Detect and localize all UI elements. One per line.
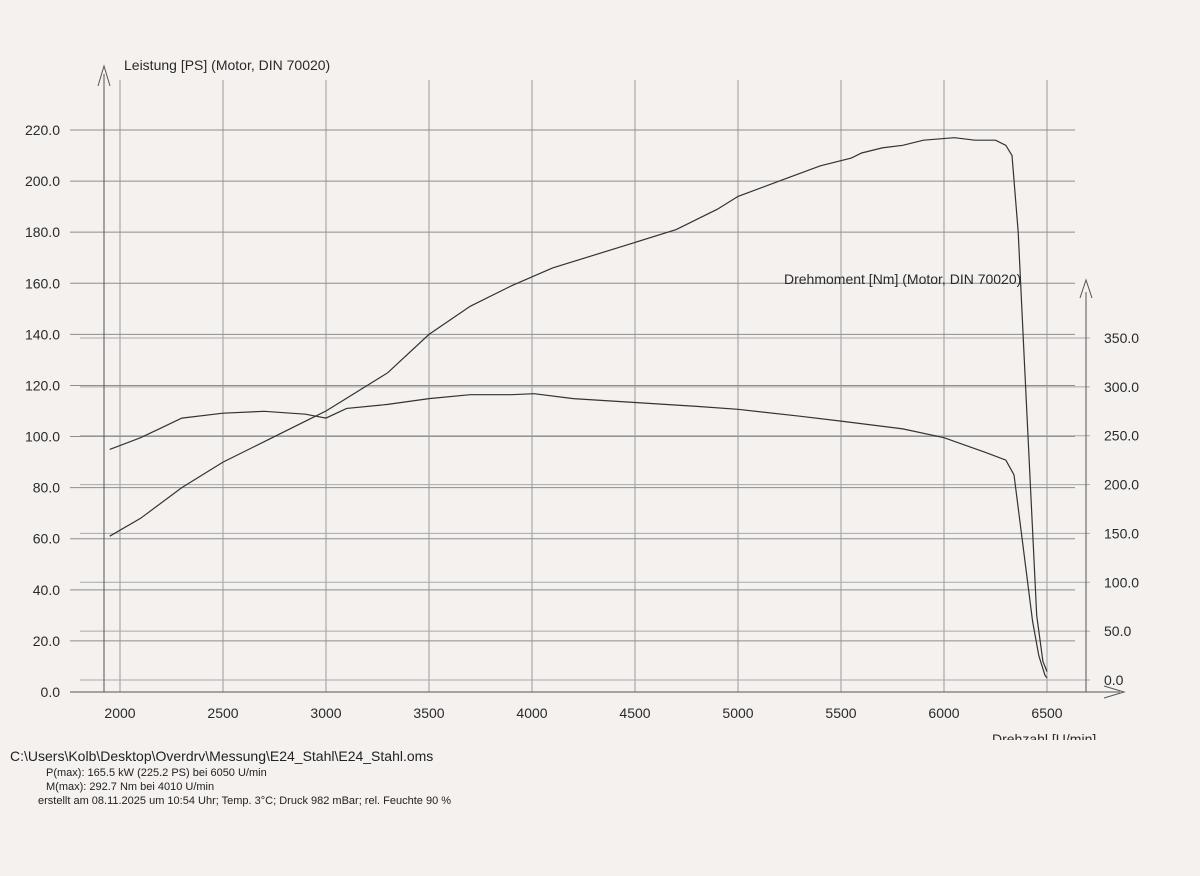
- left-tick-label: 160.0: [25, 275, 60, 291]
- right-tick-label: 0.0: [1104, 672, 1124, 688]
- power-curve: [109, 137, 1048, 672]
- measurement-info: C:\Users\Kolb\Desktop\Overdrv\Messung\E2…: [10, 748, 710, 808]
- right-axis-title: Drehmoment [Nm] (Motor, DIN 70020): [784, 271, 1021, 287]
- left-tick-label: 120.0: [25, 377, 60, 393]
- conditions-info: erstellt am 08.11.2025 um 10:54 Uhr; Tem…: [38, 795, 452, 807]
- x-axis-title: Drehzahl [U/min]: [992, 731, 1096, 740]
- x-tick-label: 5500: [825, 705, 856, 721]
- power-torque-chart: 0.0 20.0 40.0 60.0 80.0 100.0 120.0 140.0 160.0 1…: [25, 57, 1139, 740]
- right-tick-label: 100.0: [1104, 574, 1139, 590]
- left-tick-label: 80.0: [33, 480, 60, 496]
- x-tick-label: 4500: [619, 705, 650, 721]
- right-axis-arrow: [1079, 278, 1093, 299]
- x-tick-label: 3000: [310, 705, 341, 721]
- right-tick-label: 250.0: [1104, 428, 1139, 444]
- axes: [70, 64, 1126, 699]
- left-tick-label: 60.0: [33, 531, 60, 547]
- x-tick-label: 6500: [1031, 705, 1062, 721]
- x-tick-label: 6000: [928, 705, 959, 721]
- right-tick-label: 150.0: [1104, 525, 1139, 541]
- file-path: C:\Users\Kolb\Desktop\Overdrv\Messung\E2…: [10, 748, 434, 764]
- max-power-info: P(max): 165.5 kW (225.2 PS) bei 6050 U/m…: [46, 767, 267, 779]
- right-tick-label: 300.0: [1104, 379, 1139, 395]
- left-tick-label: 40.0: [33, 582, 60, 598]
- left-tick-label: 20.0: [33, 633, 60, 649]
- left-tick-label: 200.0: [25, 173, 60, 189]
- right-tick-label: 50.0: [1104, 623, 1131, 639]
- x-axis-arrow: [1103, 685, 1126, 699]
- horizontal-gridlines: [70, 129, 1090, 693]
- max-torque-info: M(max): 292.7 Nm bei 4010 U/min: [46, 781, 215, 793]
- left-axis-arrow: [97, 64, 111, 87]
- left-tick-label: 220.0: [25, 122, 60, 138]
- data-series: [109, 137, 1048, 679]
- right-tick-label: 350.0: [1104, 330, 1139, 346]
- x-tick-label: 2500: [207, 705, 238, 721]
- x-tick-label: 4000: [516, 705, 547, 721]
- left-tick-label: 100.0: [25, 429, 60, 445]
- tick-labels: 0.0 20.0 40.0 60.0 80.0 100.0 120.0 140.0 160.0 1…: [25, 122, 1139, 721]
- left-axis-title: Leistung [PS] (Motor, DIN 70020): [124, 57, 330, 73]
- x-tick-label: 3500: [413, 705, 444, 721]
- left-tick-label: 0.0: [41, 684, 61, 700]
- x-tick-label: 5000: [722, 705, 753, 721]
- x-tick-label: 2000: [104, 705, 135, 721]
- vertical-gridlines: [119, 80, 1048, 692]
- left-tick-label: 180.0: [25, 224, 60, 240]
- left-tick-label: 140.0: [25, 326, 60, 342]
- right-tick-label: 200.0: [1104, 477, 1139, 493]
- torque-curve: [109, 393, 1048, 679]
